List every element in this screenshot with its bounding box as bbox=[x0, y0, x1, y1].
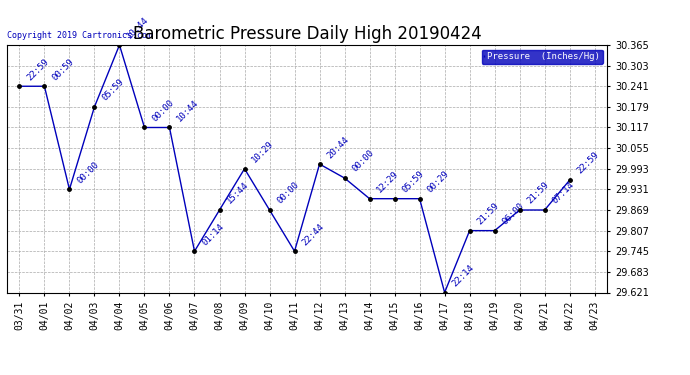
Text: 21:59: 21:59 bbox=[475, 201, 500, 226]
Text: 22:59: 22:59 bbox=[25, 57, 50, 82]
Text: 00:59: 00:59 bbox=[50, 57, 75, 82]
Text: 20:44: 20:44 bbox=[325, 135, 351, 160]
Title: Barometric Pressure Daily High 20190424: Barometric Pressure Daily High 20190424 bbox=[132, 26, 482, 44]
Text: 15:44: 15:44 bbox=[225, 180, 250, 206]
Text: 01:14: 01:14 bbox=[200, 222, 226, 247]
Legend: Pressure  (Inches/Hg): Pressure (Inches/Hg) bbox=[482, 50, 602, 64]
Text: 00:00: 00:00 bbox=[150, 98, 175, 123]
Text: 22:59: 22:59 bbox=[575, 150, 600, 176]
Text: 05:59: 05:59 bbox=[100, 77, 126, 103]
Text: 21:59: 21:59 bbox=[525, 180, 551, 206]
Text: 00:29: 00:29 bbox=[425, 169, 451, 195]
Text: 22:14: 22:14 bbox=[450, 263, 475, 288]
Text: 00:00: 00:00 bbox=[275, 180, 300, 206]
Text: 10:44: 10:44 bbox=[175, 98, 200, 123]
Text: 12:29: 12:29 bbox=[375, 169, 400, 195]
Text: 05:59: 05:59 bbox=[400, 169, 426, 195]
Text: 10:44: 10:44 bbox=[125, 15, 150, 41]
Text: 22:44: 22:44 bbox=[300, 222, 326, 247]
Text: Copyright 2019 Cartronics.com: Copyright 2019 Cartronics.com bbox=[7, 31, 152, 40]
Text: 00:00: 00:00 bbox=[350, 148, 375, 174]
Text: 00:00: 00:00 bbox=[75, 160, 100, 185]
Text: 06:00: 06:00 bbox=[500, 201, 526, 226]
Text: 07:14: 07:14 bbox=[550, 180, 575, 206]
Text: 10:29: 10:29 bbox=[250, 139, 275, 165]
